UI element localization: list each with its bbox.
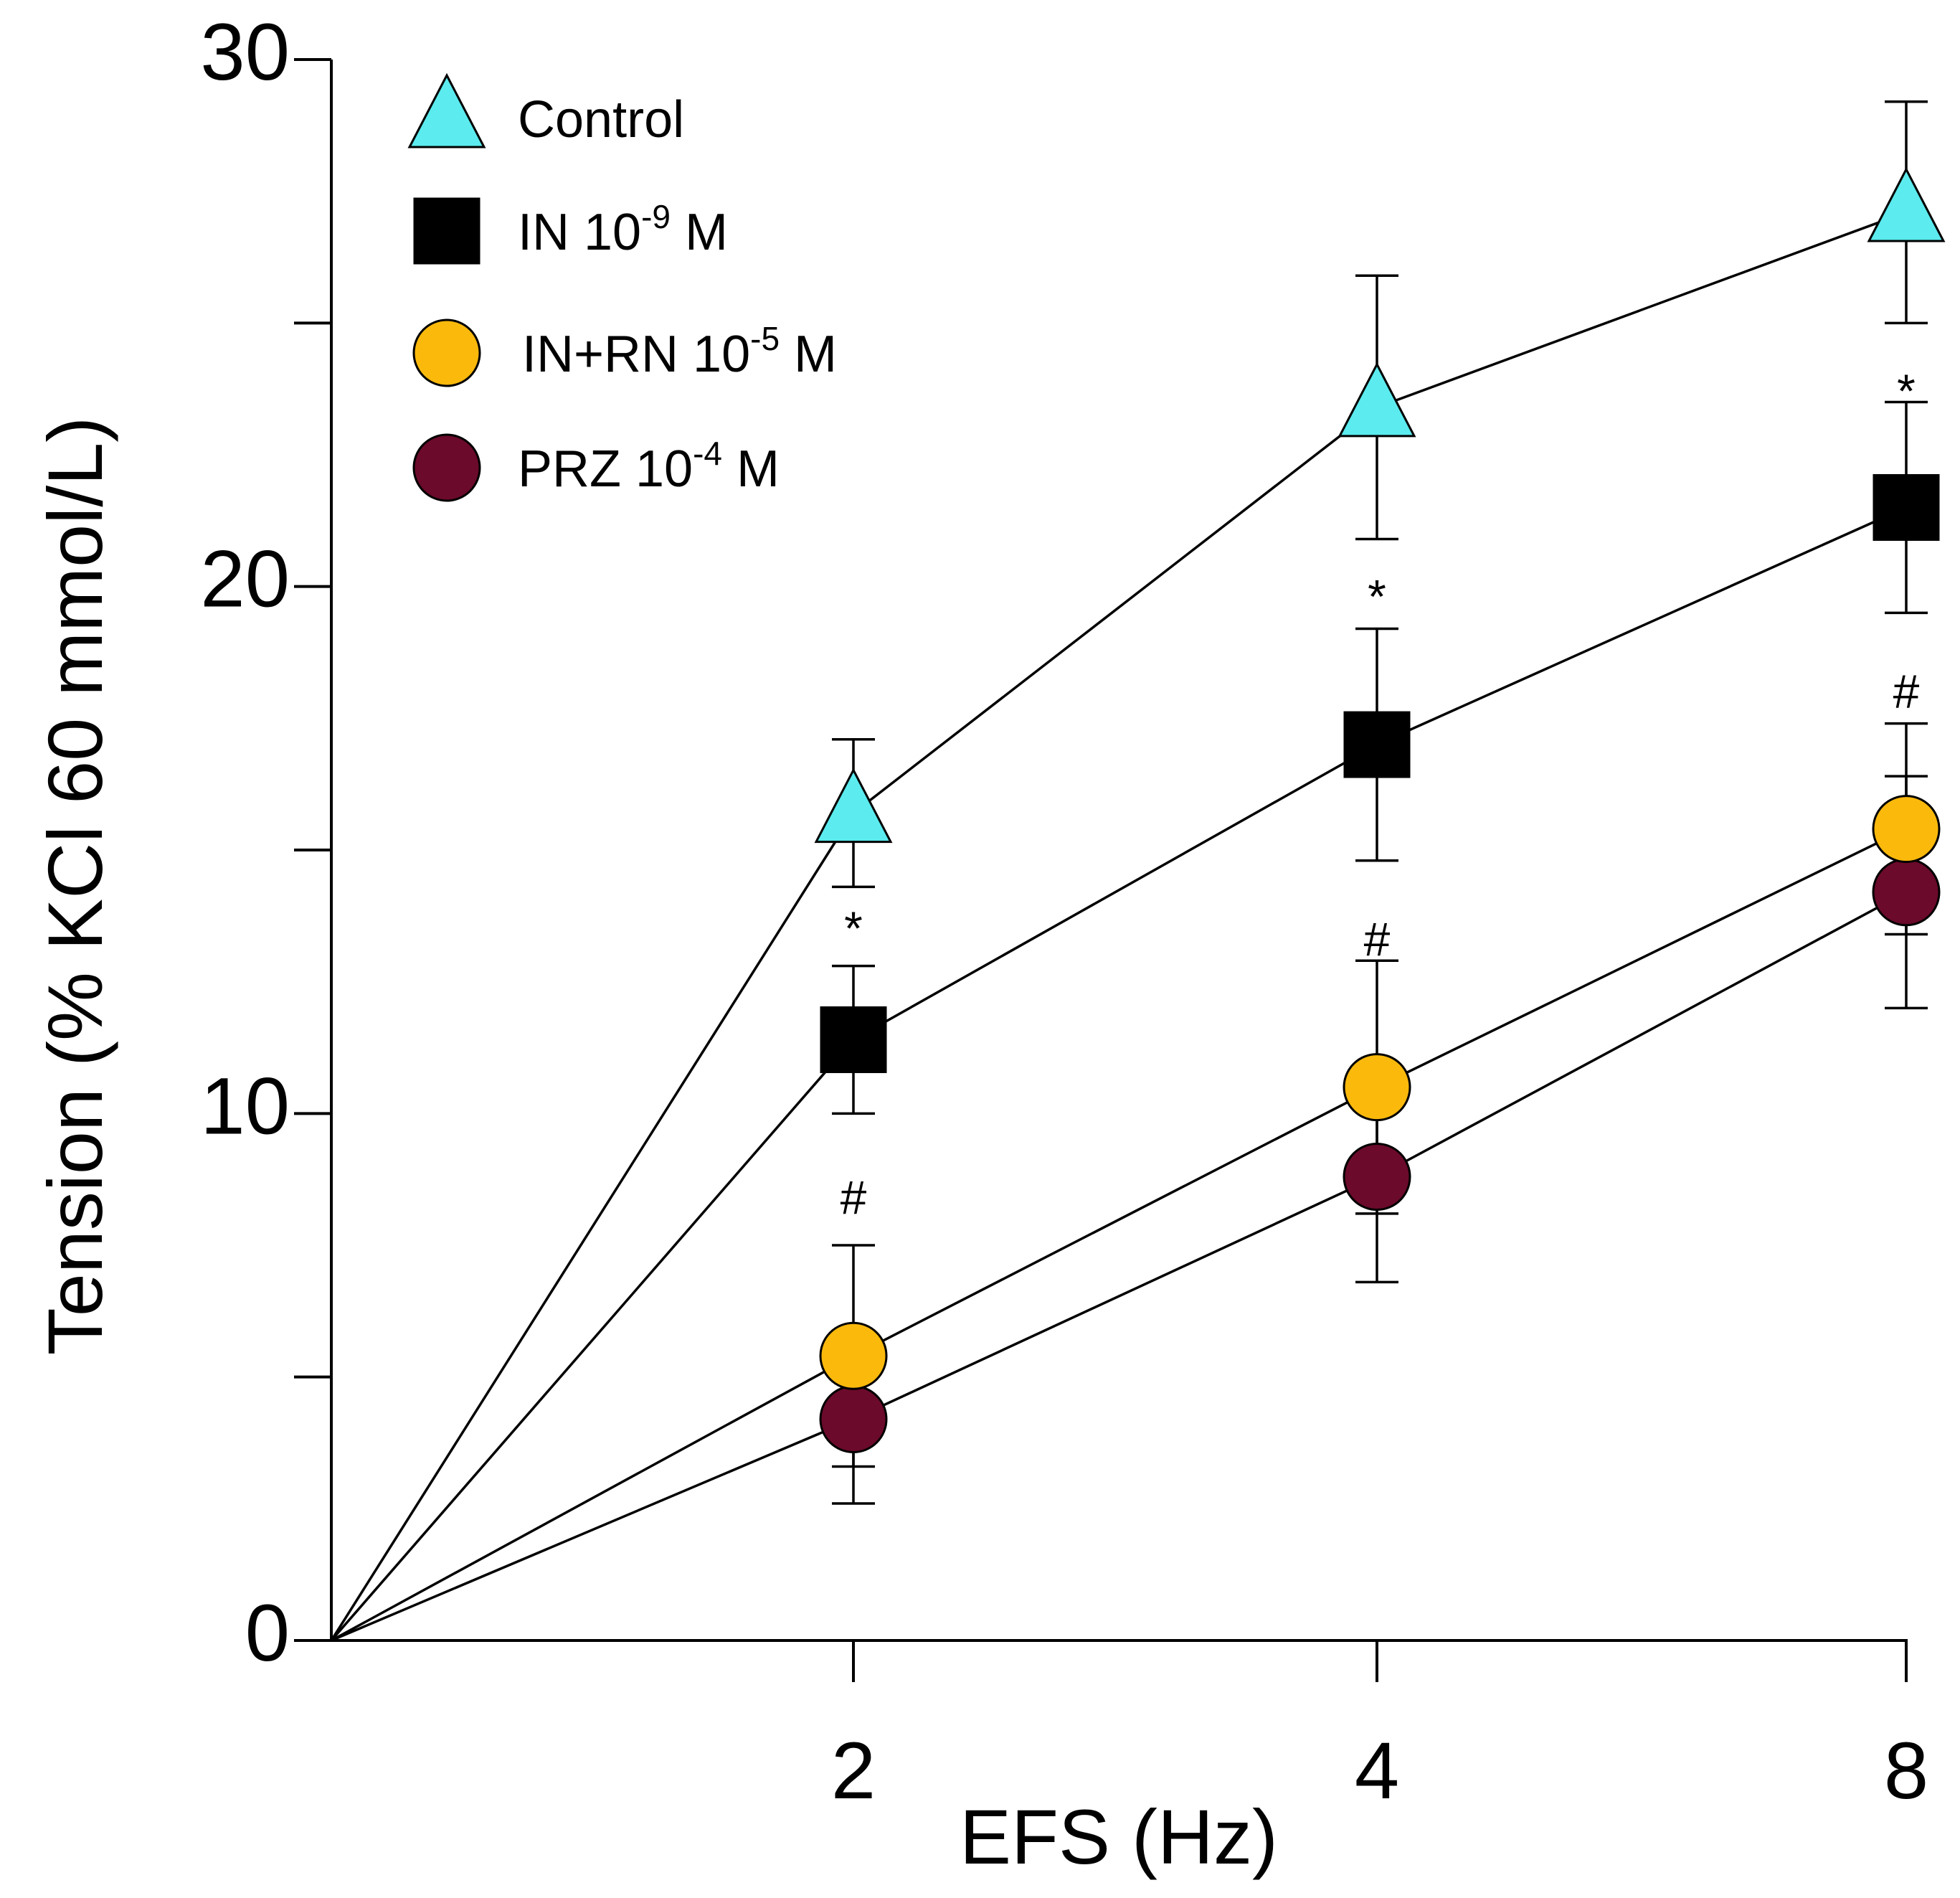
x-tick-label: 8 — [1884, 1726, 1928, 1816]
plot-area: * # * # * # — [330, 100, 1946, 1642]
y-axis-title: Tension (% KCl 60 mmol/L) — [32, 417, 118, 1355]
legend-marker-prz — [412, 433, 481, 502]
legend-label-unit: M — [671, 204, 728, 261]
significance-mark: # — [1893, 665, 1920, 718]
series-line-in_rn — [331, 828, 1907, 1642]
data-point-control — [814, 768, 893, 844]
legend-label-prz: PRZ 10-4 M — [518, 435, 780, 498]
legend-item-control: Control — [407, 72, 684, 148]
legend-label-exponent: -5 — [750, 320, 780, 357]
legend-label-control: Control — [518, 91, 684, 148]
legend-label-unit: M — [722, 440, 780, 498]
significance-mark: * — [1368, 570, 1386, 623]
x-tick-label: 2 — [831, 1726, 876, 1816]
series-line-prz — [331, 891, 1907, 1642]
significance-mark: # — [1364, 912, 1391, 965]
legend-label-main: IN 10 — [518, 204, 641, 261]
legend-item-prz: PRZ 10-4 M — [412, 433, 780, 502]
significance-mark: * — [844, 902, 863, 955]
x-axis-title: EFS (Hz) — [960, 1793, 1278, 1880]
legend-label-exponent: -9 — [641, 198, 671, 235]
data-point-control — [1867, 166, 1946, 242]
data-point-prz — [1872, 858, 1941, 927]
x-tick-label: 4 — [1355, 1726, 1399, 1816]
legend-item-in: IN 10-9 M — [413, 197, 728, 265]
axes — [330, 60, 1908, 1642]
data-point-in — [820, 1006, 887, 1073]
series-line-control — [330, 211, 1907, 1641]
data-point-prz — [819, 1384, 888, 1453]
data-point-in_rn — [819, 1321, 888, 1390]
legend-label-exponent: -4 — [693, 435, 722, 472]
y-tick-label: 20 — [200, 534, 290, 624]
legend-marker-control — [407, 72, 486, 148]
legend-label-in_rn: IN+RN 10-5 M — [522, 320, 837, 383]
data-point-prz — [1343, 1142, 1411, 1211]
y-tick-label: 10 — [200, 1061, 290, 1151]
legend-marker-in_rn — [412, 318, 481, 387]
series-line-in — [330, 506, 1907, 1642]
tick-labels: 0 10 20 30 2 4 8 — [200, 7, 1928, 1816]
legend-item-in_rn: IN+RN 10-5 M — [412, 318, 837, 387]
data-point-in_rn — [1872, 795, 1941, 864]
data-point-in_rn — [1343, 1053, 1411, 1122]
legend-label-main: PRZ 10 — [518, 440, 693, 498]
legend-label-in: IN 10-9 M — [518, 198, 728, 261]
y-tick-label: 30 — [200, 7, 290, 97]
data-point-in — [1343, 711, 1411, 778]
data-point-in — [1873, 473, 1940, 541]
legend-marker-in — [413, 197, 480, 265]
data-point-control — [1338, 362, 1416, 438]
legend-label-main: IN+RN 10 — [522, 326, 750, 383]
significance-mark: # — [841, 1171, 867, 1224]
legend-label-main: Control — [518, 91, 684, 148]
significance-mark: * — [1897, 364, 1916, 417]
legend-label-unit: M — [780, 326, 837, 383]
y-tick-label: 0 — [245, 1588, 290, 1678]
